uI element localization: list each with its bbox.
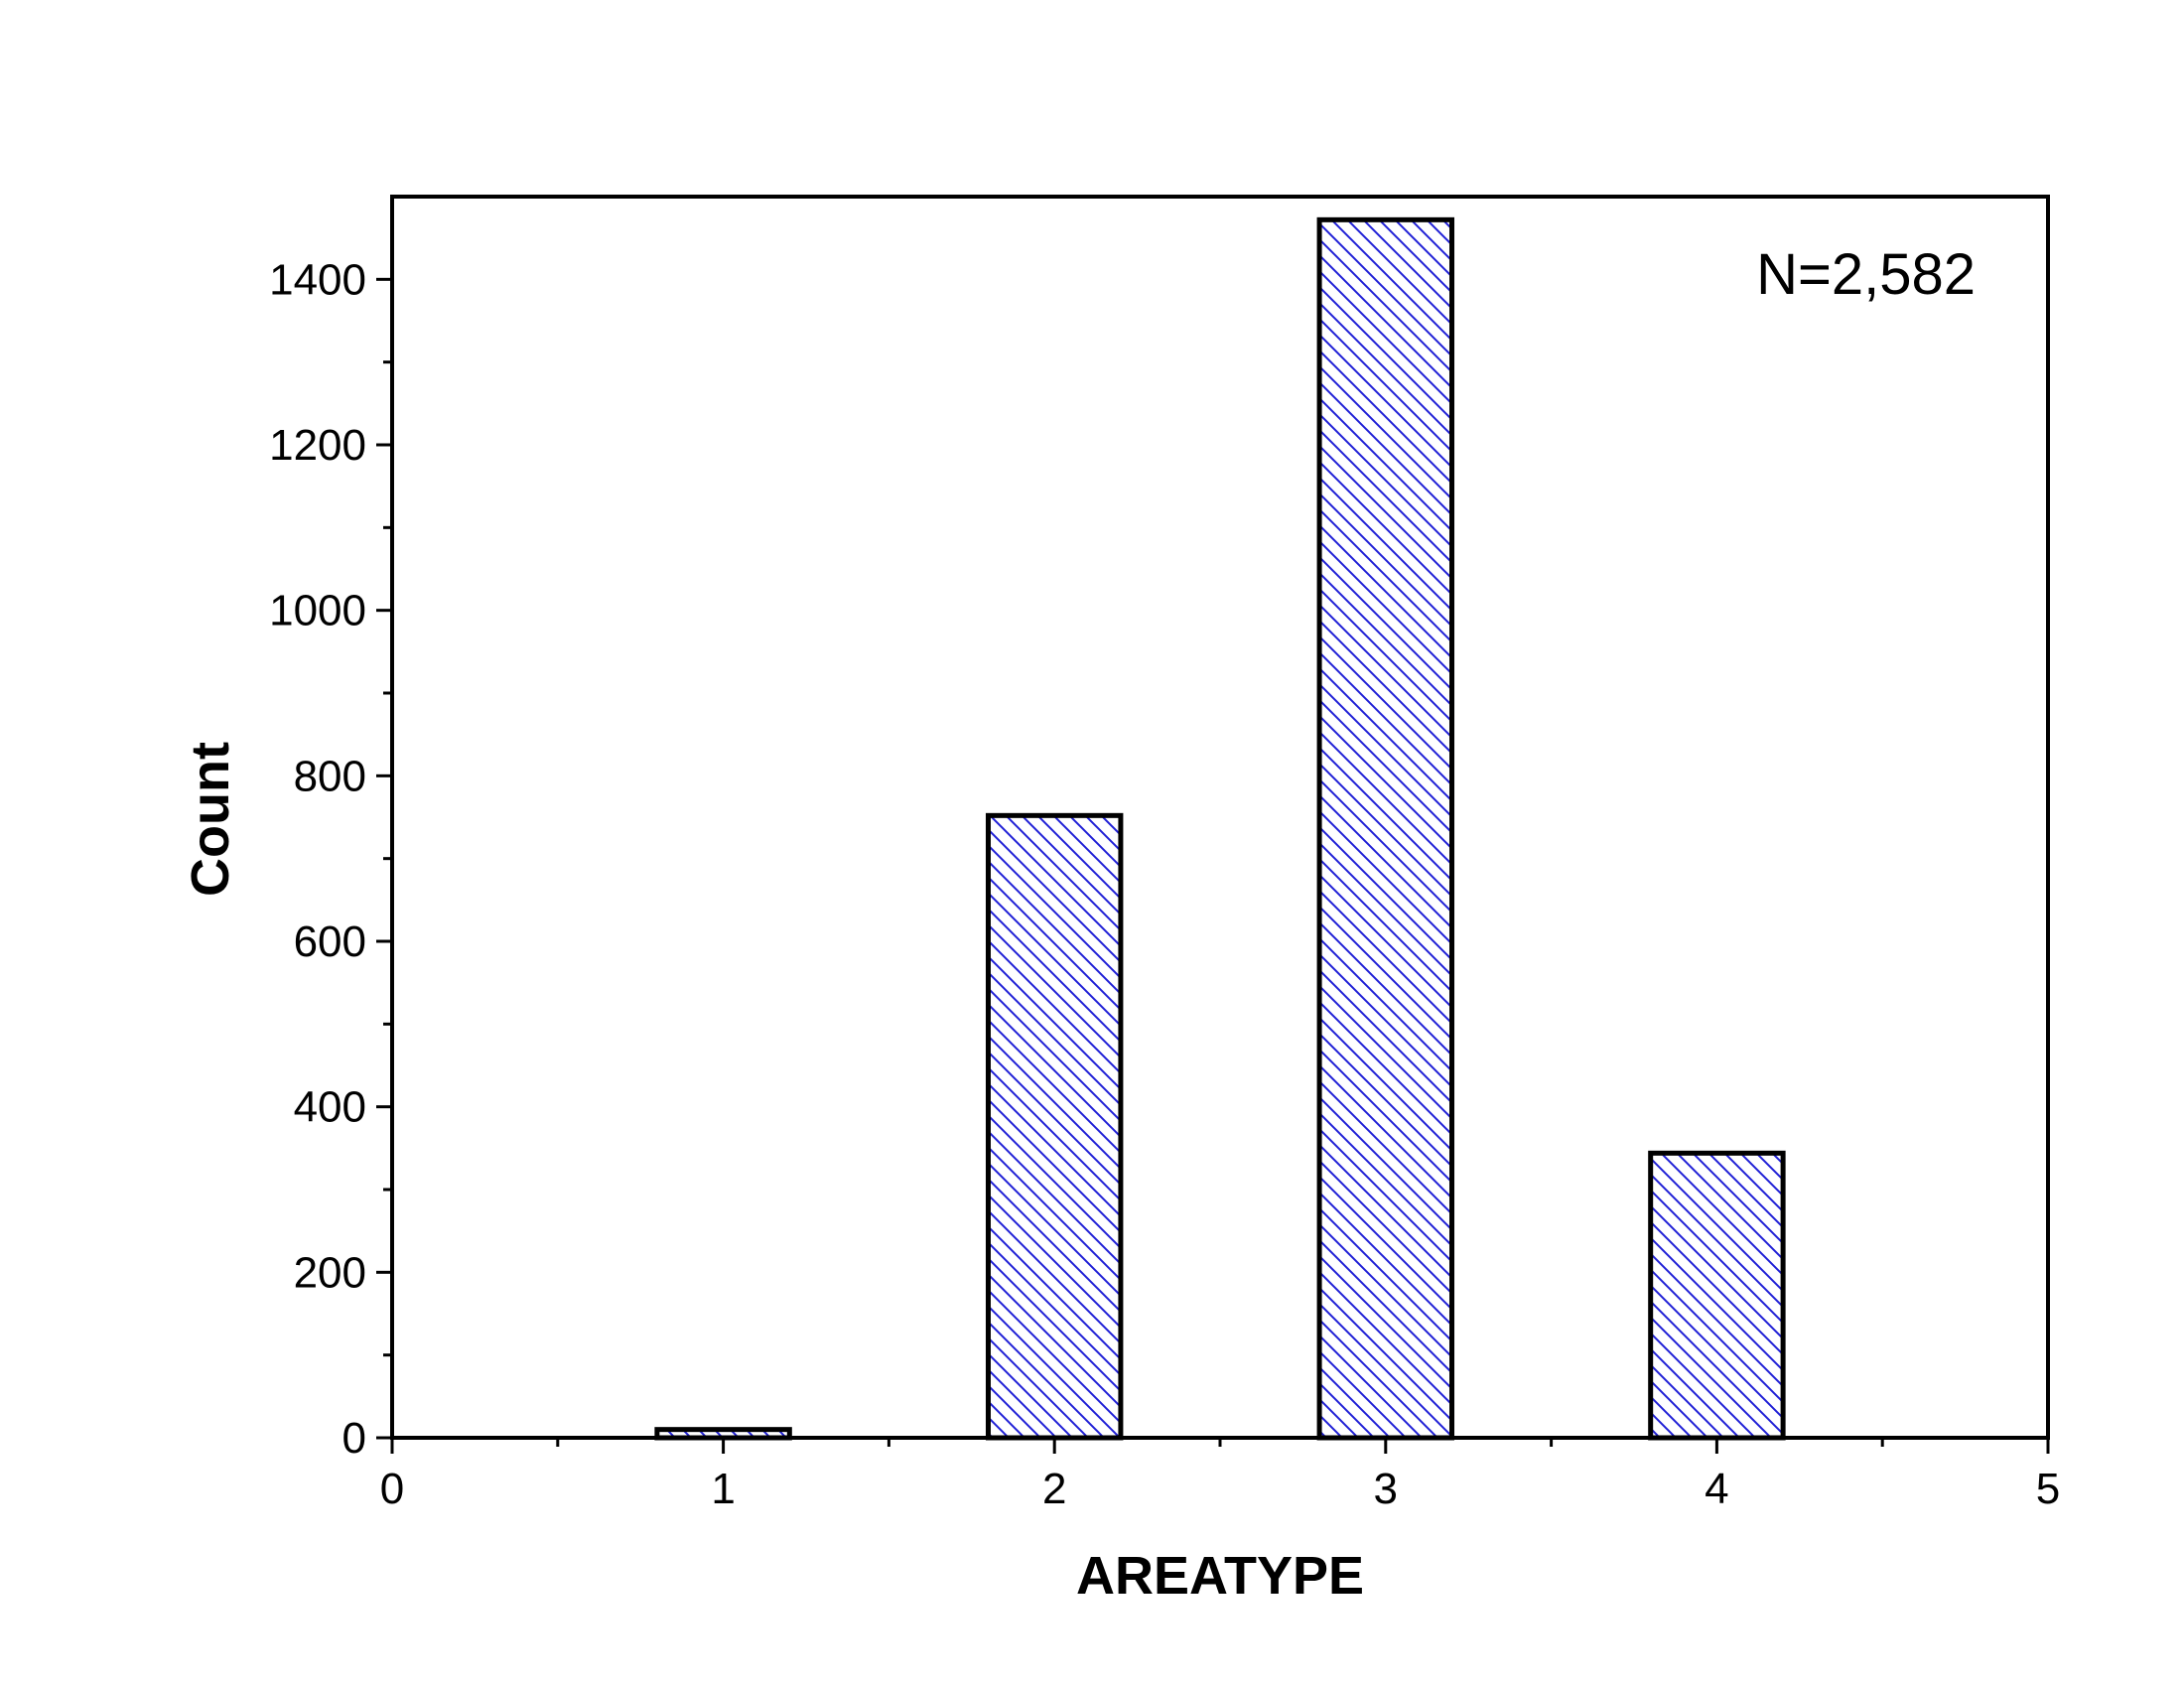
sample-size-annotation: N=2,582 (1756, 242, 1976, 307)
x-tick-label: 4 (1705, 1465, 1728, 1513)
y-tick-label: 0 (342, 1414, 366, 1463)
y-tick-label: 400 (294, 1083, 366, 1132)
y-axis: 0 200 400 600 800 1000 1200 1400 (269, 255, 392, 1463)
y-tick-label: 1000 (269, 587, 366, 635)
plot-frame (390, 195, 2050, 1440)
y-axis-title: Count (181, 742, 240, 897)
bars-group (654, 216, 1786, 1441)
x-tick-label: 0 (380, 1465, 404, 1513)
x-tick-label: 2 (1042, 1465, 1066, 1513)
bar-areatype-2 (985, 812, 1124, 1441)
bar-areatype-4 (1648, 1150, 1786, 1441)
y-tick-label: 200 (294, 1248, 366, 1297)
x-tick-label: 3 (1374, 1465, 1398, 1513)
x-tick-label: 1 (711, 1465, 735, 1513)
x-axis-title: AREATYPE (1076, 1546, 1364, 1606)
x-axis: 0 1 2 3 4 5 (380, 1438, 2060, 1513)
y-tick-label: 1200 (269, 421, 366, 470)
x-tick-label: 5 (2036, 1465, 2060, 1513)
y-tick-label: 600 (294, 917, 366, 966)
y-tick-label: 1400 (269, 255, 366, 304)
y-tick-label: 800 (294, 752, 366, 800)
bar-areatype-3 (1316, 216, 1455, 1441)
